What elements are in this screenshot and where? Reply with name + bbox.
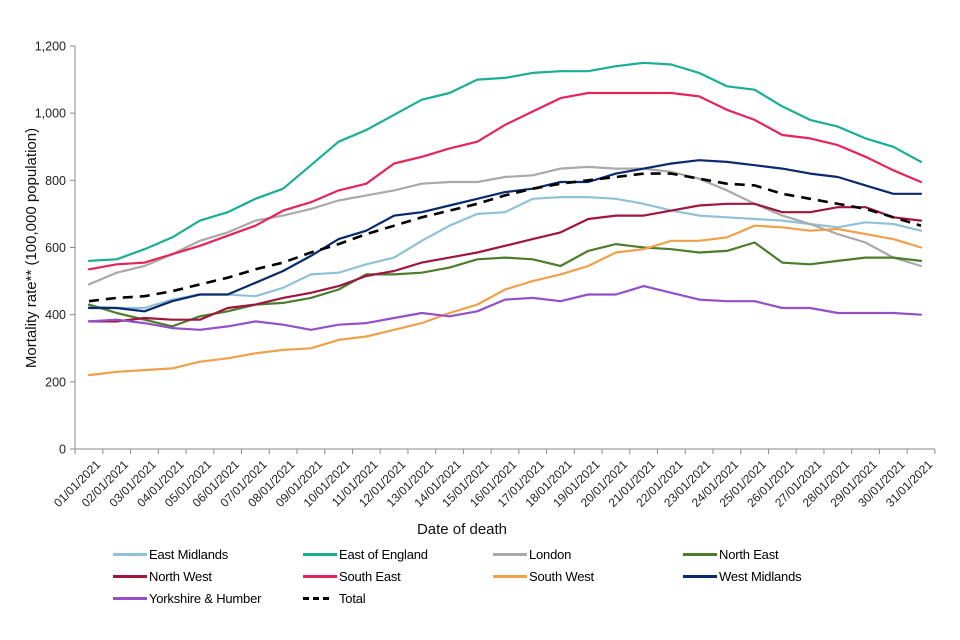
series-layer — [87, 61, 923, 377]
legend-label: Total — [339, 590, 366, 606]
x-axis-title: Date of death — [417, 521, 507, 538]
legend-swatch — [683, 552, 717, 556]
legend-item: North East — [683, 545, 873, 563]
legend-label: London — [529, 546, 572, 562]
legend-swatch — [113, 574, 147, 578]
legend-item: East Midlands — [113, 545, 303, 563]
legend-label: Yorkshire & Humber — [149, 590, 262, 606]
legend-label: West Midlands — [719, 568, 802, 584]
y-tick-label: 800 — [45, 174, 66, 188]
y-axis-title: Mortality rate** (100,000 population) — [23, 128, 40, 368]
series-line-london — [87, 165, 923, 286]
legend-swatch — [493, 552, 527, 556]
legend-swatch — [113, 552, 147, 556]
series-line-east-midlands — [87, 196, 923, 310]
legend-item: South East — [303, 567, 493, 585]
legend: East Midlands East of England London North … — [113, 545, 833, 607]
legend-swatch — [303, 552, 337, 556]
legend-item: East of England — [303, 545, 493, 563]
series-line-north-west — [87, 202, 923, 323]
y-tick-label: 1,200 — [35, 40, 66, 54]
legend-label: South East — [339, 568, 401, 584]
axes: 02004006008001,0001,20001/01/202102/01/2… — [35, 40, 936, 510]
legend-swatch — [493, 574, 527, 578]
legend-item: West Midlands — [683, 567, 873, 585]
y-tick-label: 0 — [59, 443, 66, 457]
series-line-south-west — [87, 224, 923, 377]
legend-swatch — [683, 574, 717, 578]
legend-item: Total — [303, 589, 493, 607]
legend-swatch — [303, 596, 329, 600]
legend-label: North East — [719, 546, 779, 562]
series-line-north-east — [87, 241, 923, 328]
series-line-east-of-england — [87, 61, 923, 262]
legend-item: South West — [493, 567, 683, 585]
legend-label: North West — [149, 568, 212, 584]
legend-item: North West — [113, 567, 303, 585]
legend-item: Yorkshire & Humber — [113, 589, 303, 607]
y-tick-label: 1,000 — [35, 107, 66, 121]
legend-label: East Midlands — [149, 546, 229, 562]
legend-swatch — [303, 574, 337, 578]
y-tick-label: 200 — [45, 375, 66, 389]
legend-swatch — [113, 596, 147, 600]
series-line-west-midlands — [87, 159, 923, 313]
series-line-south-east — [87, 91, 923, 271]
series-line-yorkshire-humber — [87, 285, 923, 331]
legend-label: East of England — [339, 546, 428, 562]
legend-label: South West — [529, 568, 594, 584]
y-tick-label: 600 — [45, 241, 66, 255]
legend-item: London — [493, 545, 683, 563]
series-line-total — [88, 172, 922, 303]
y-tick-label: 400 — [45, 308, 66, 322]
